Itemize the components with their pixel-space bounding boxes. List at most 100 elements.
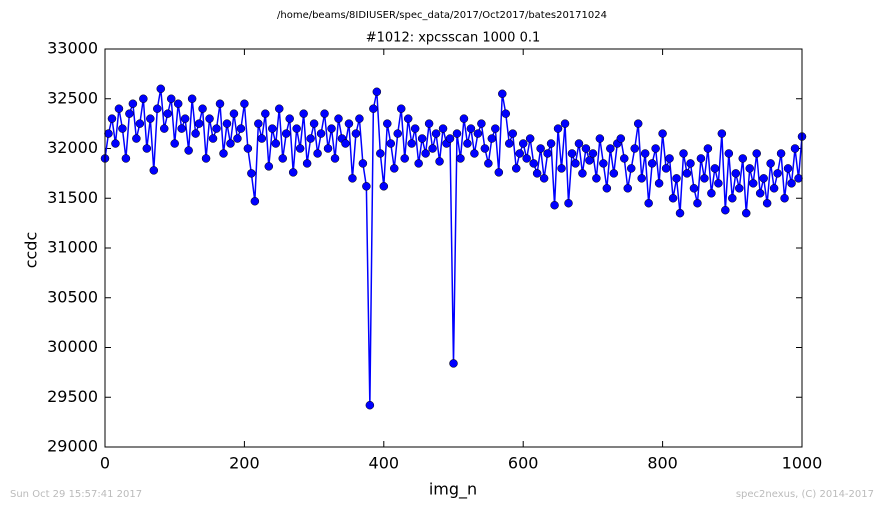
data-point xyxy=(173,99,183,108)
data-point xyxy=(400,154,409,163)
data-point xyxy=(470,149,479,158)
data-point xyxy=(654,179,664,188)
data-point xyxy=(567,149,577,158)
data-point xyxy=(257,134,267,143)
data-point xyxy=(125,109,134,118)
data-point xyxy=(473,129,483,138)
data-point xyxy=(365,400,375,410)
data-point xyxy=(487,134,497,143)
data-point xyxy=(672,174,681,183)
data-point xyxy=(574,139,584,148)
data-point xyxy=(146,114,155,123)
data-point xyxy=(599,159,608,168)
data-point xyxy=(543,149,552,158)
y-tick-label: 31000 xyxy=(47,238,98,257)
data-point xyxy=(421,149,430,158)
data-point xyxy=(714,179,723,188)
data-point xyxy=(658,129,667,138)
y-tick-label: 30000 xyxy=(47,337,98,356)
data-point xyxy=(633,119,643,128)
data-point xyxy=(766,159,775,168)
data-point xyxy=(675,208,685,218)
x-tick-label: 800 xyxy=(647,454,678,473)
data-point xyxy=(735,184,744,193)
data-point xyxy=(372,87,382,97)
data-point xyxy=(609,169,619,178)
data-point xyxy=(745,164,754,173)
data-point xyxy=(494,168,504,177)
data-point xyxy=(707,189,716,198)
data-point xyxy=(334,114,343,123)
data-point xyxy=(532,169,542,178)
suptitle: /home/beams/8IDIUSER/spec_data/2017/Oct2… xyxy=(277,10,607,21)
data-point xyxy=(390,164,399,173)
data-point xyxy=(539,174,549,183)
data-point xyxy=(665,154,674,163)
data-point xyxy=(602,184,612,193)
data-point xyxy=(236,124,246,133)
data-point xyxy=(518,139,528,148)
data-point xyxy=(703,144,713,153)
data-point xyxy=(651,144,660,153)
data-point xyxy=(184,146,193,155)
data-point xyxy=(445,134,455,143)
data-point xyxy=(268,124,277,133)
data-point xyxy=(755,189,765,198)
data-point xyxy=(769,184,779,193)
data-point xyxy=(459,114,469,123)
data-point xyxy=(194,119,204,128)
data-point xyxy=(480,144,490,153)
data-point xyxy=(156,84,166,94)
data-point xyxy=(299,109,308,118)
data-point xyxy=(212,124,221,133)
data-point xyxy=(177,124,186,133)
data-point xyxy=(323,144,333,153)
data-point xyxy=(118,124,127,133)
data-point xyxy=(449,359,458,368)
data-point xyxy=(222,119,232,128)
data-point xyxy=(616,134,626,143)
data-point xyxy=(752,149,761,158)
data-point xyxy=(424,119,434,128)
data-point xyxy=(668,194,678,203)
data-point xyxy=(557,164,566,173)
data-point xyxy=(595,134,605,143)
data-point xyxy=(780,194,789,203)
y-tick-label: 32000 xyxy=(47,138,98,157)
data-point xyxy=(679,149,688,158)
data-point xyxy=(724,149,734,158)
data-point xyxy=(529,159,538,168)
x-tick-label: 1000 xyxy=(782,454,823,473)
data-point xyxy=(578,169,587,178)
data-point xyxy=(205,114,214,123)
data-point xyxy=(208,134,218,143)
data-point xyxy=(219,149,228,158)
data-point xyxy=(313,149,322,158)
y-tick-label: 33000 xyxy=(47,39,98,58)
data-point xyxy=(773,169,782,178)
data-point xyxy=(166,94,176,103)
footer-credit: spec2nexus, (C) 2014-2017 xyxy=(736,489,874,500)
data-point xyxy=(515,149,524,158)
data-point xyxy=(351,129,361,138)
data-point xyxy=(403,114,413,123)
x-tick-label: 0 xyxy=(100,454,110,473)
data-point xyxy=(393,129,402,138)
data-point xyxy=(191,129,200,138)
data-point xyxy=(358,159,368,168)
data-point xyxy=(271,139,281,148)
data-point xyxy=(686,159,695,168)
data-point xyxy=(407,139,416,148)
data-point xyxy=(159,124,169,133)
data-point xyxy=(501,109,511,118)
x-axis-label: img_n xyxy=(429,480,477,500)
y-tick-label: 30500 xyxy=(47,287,98,306)
data-point xyxy=(121,154,131,163)
chart-title: #1012: xpcsscan 1000 0.1 xyxy=(366,31,541,46)
data-point xyxy=(787,179,796,188)
data-point xyxy=(794,174,803,183)
data-point xyxy=(281,129,291,138)
data-point xyxy=(306,134,315,143)
data-point xyxy=(139,94,148,103)
